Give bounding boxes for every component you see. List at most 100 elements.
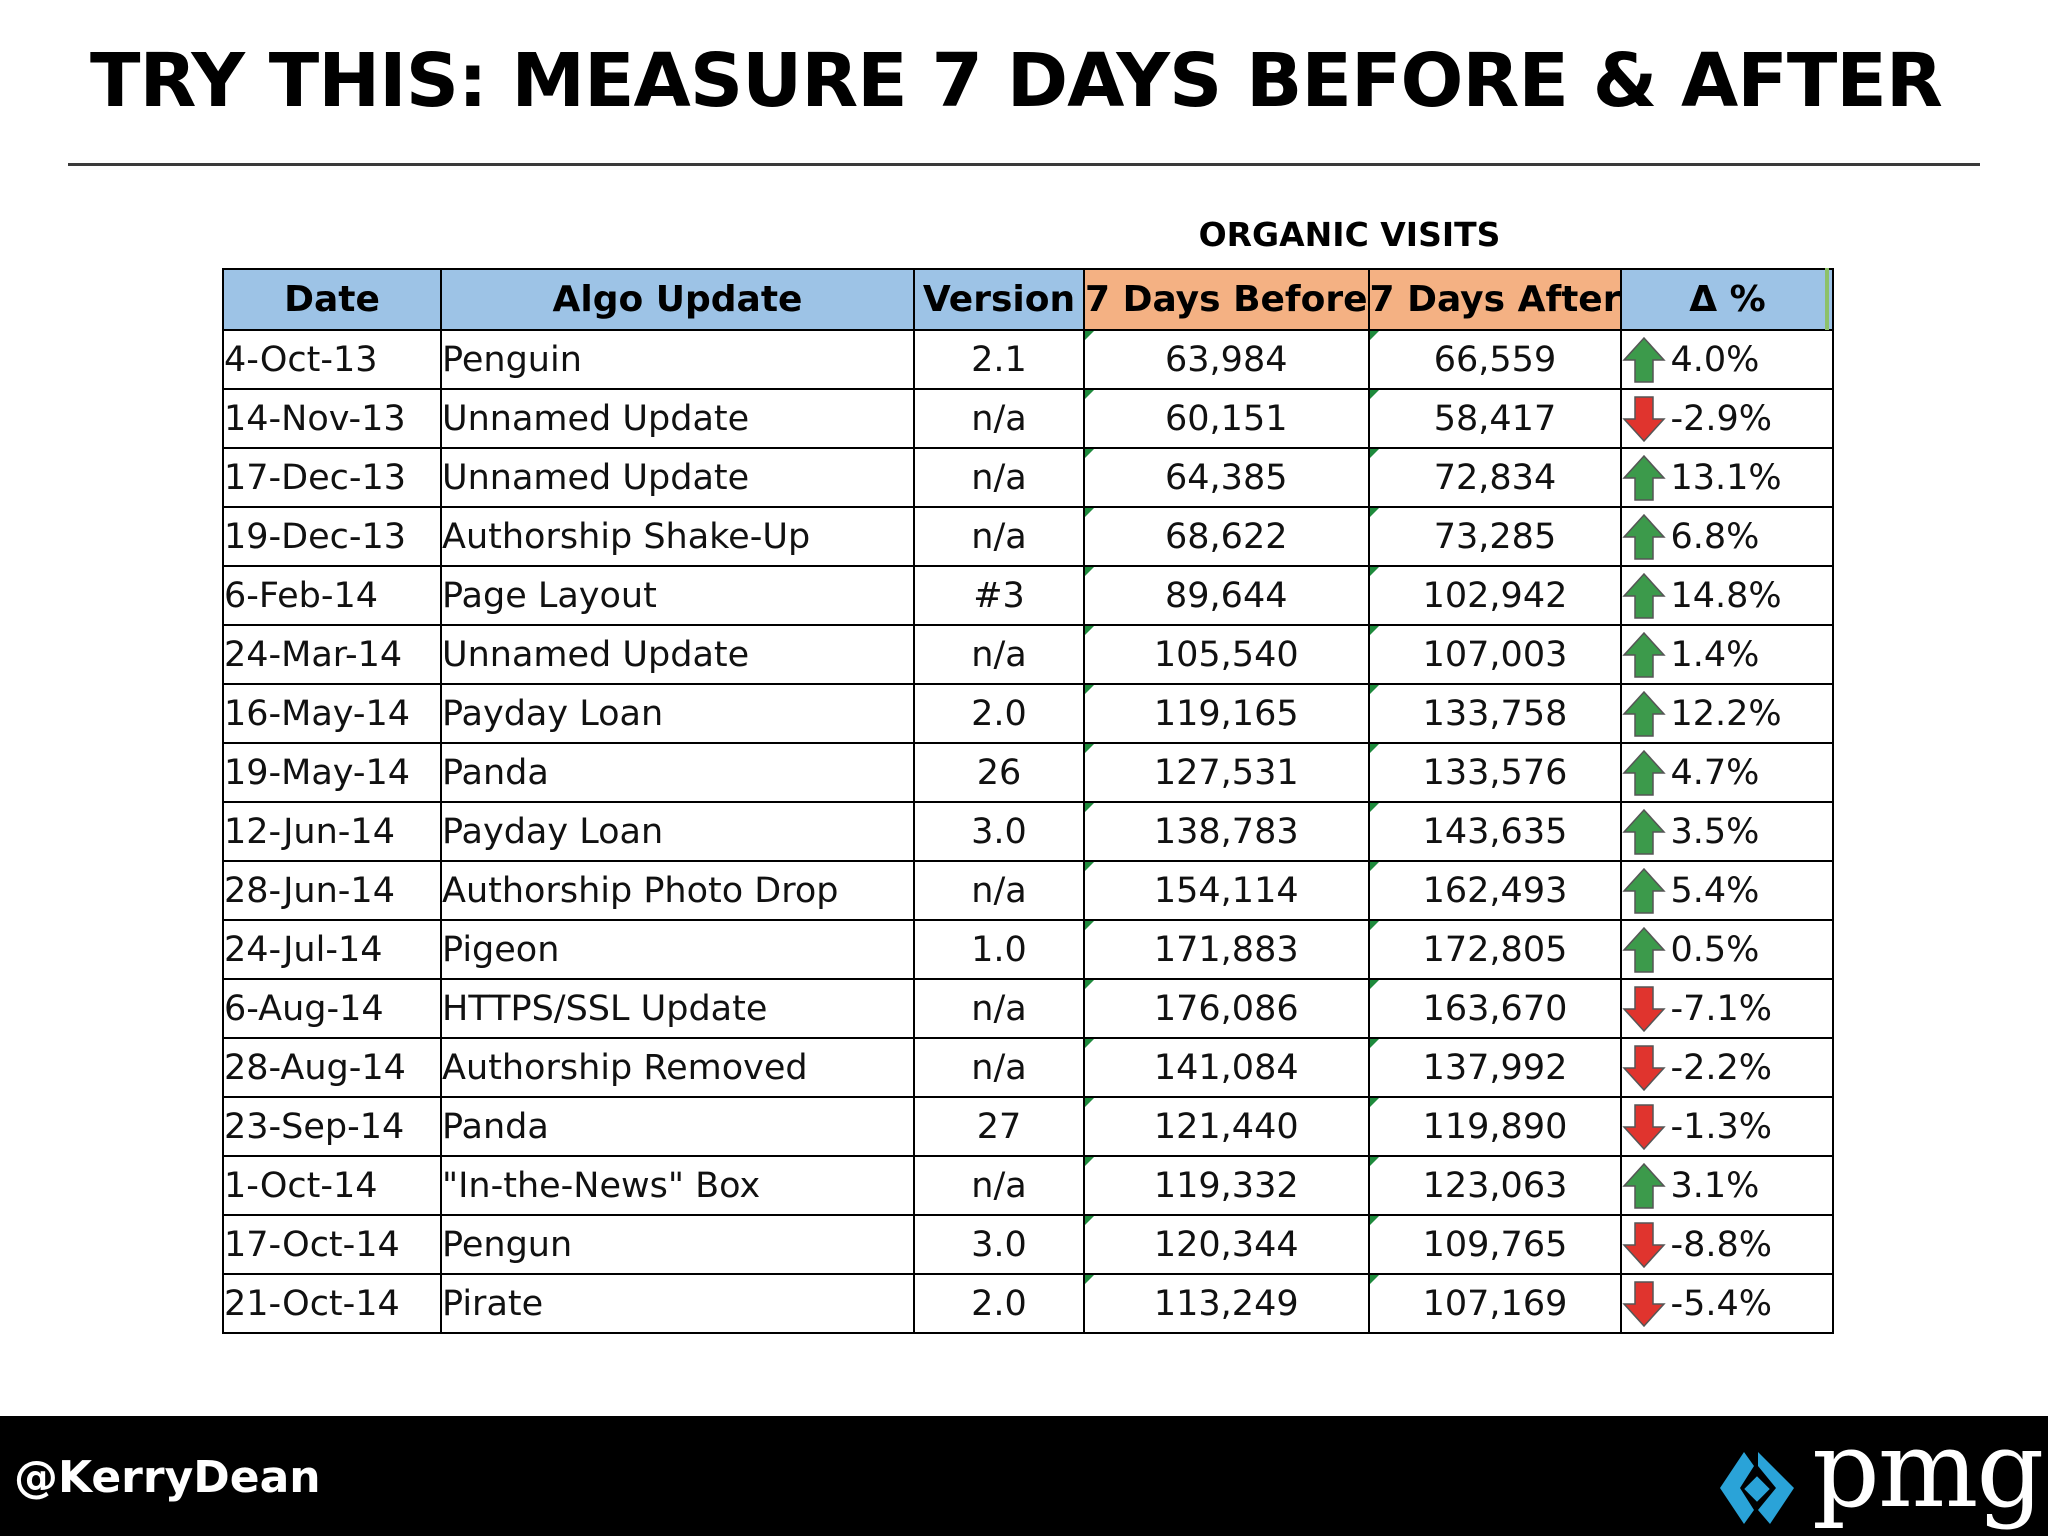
cell-delta-percent: 13.1% xyxy=(1620,447,1835,508)
cell-delta-percent: 3.5% xyxy=(1620,801,1835,862)
table-header-row: Date Algo Update Version 7 Days Before 7… xyxy=(222,268,1835,331)
cell-7-days-after: 172,805 xyxy=(1367,919,1623,980)
cell-version: n/a xyxy=(913,506,1085,567)
cell-date: 4-Oct-13 xyxy=(222,329,442,390)
delta-percent-value: 0.5% xyxy=(1670,929,1760,970)
cell-delta-percent: -2.2% xyxy=(1620,1037,1835,1098)
arrow-up-icon xyxy=(1623,454,1667,502)
cell-version: 2.1 xyxy=(913,329,1085,390)
cell-7-days-before: 119,332 xyxy=(1083,1155,1370,1216)
delta-percent-value: 4.7% xyxy=(1670,752,1760,793)
cell-7-days-after: 102,942 xyxy=(1367,565,1623,626)
cell-date: 17-Oct-14 xyxy=(222,1214,442,1275)
arrow-down-icon xyxy=(1623,1280,1667,1328)
cell-date: 24-Mar-14 xyxy=(222,624,442,685)
delta-percent-value: -2.9% xyxy=(1670,398,1773,439)
cell-7-days-before: 171,883 xyxy=(1083,919,1370,980)
arrow-down-icon xyxy=(1623,1044,1667,1092)
cell-delta-percent: 0.5% xyxy=(1620,919,1835,980)
cell-algo-update: Pirate xyxy=(440,1273,915,1334)
cell-algo-update: HTTPS/SSL Update xyxy=(440,978,915,1039)
cell-delta-percent: 1.4% xyxy=(1620,624,1835,685)
cell-7-days-before: 127,531 xyxy=(1083,742,1370,803)
cell-7-days-before: 89,644 xyxy=(1083,565,1370,626)
cell-version: 3.0 xyxy=(913,1214,1085,1275)
table-row: 17-Dec-13 Unnamed Update n/a 64,385 72,834 13… xyxy=(222,447,1835,508)
cell-delta-percent: -5.4% xyxy=(1620,1273,1835,1334)
cell-7-days-after: 143,635 xyxy=(1367,801,1623,862)
arrow-up-icon xyxy=(1623,513,1667,561)
delta-percent-value: 4.0% xyxy=(1670,339,1760,380)
table-row: 6-Feb-14 Page Layout #3 89,644 102,942 14.8% xyxy=(222,565,1835,626)
arrow-down-icon xyxy=(1623,1221,1667,1269)
cell-7-days-before: 121,440 xyxy=(1083,1096,1370,1157)
cell-date: 19-Dec-13 xyxy=(222,506,442,567)
cell-7-days-before: 63,984 xyxy=(1083,329,1370,390)
column-header-delta-percent: Δ % xyxy=(1620,268,1835,331)
cell-algo-update: Unnamed Update xyxy=(440,624,915,685)
cell-7-days-after: 72,834 xyxy=(1367,447,1623,508)
footer-bar: @KerryDean pmg xyxy=(0,1408,2048,1536)
cell-7-days-after: 58,417 xyxy=(1367,388,1623,449)
pmg-logo-mark-icon xyxy=(1720,1452,1794,1524)
cell-algo-update: Authorship Removed xyxy=(440,1037,915,1098)
cell-algo-update: Panda xyxy=(440,742,915,803)
cell-date: 14-Nov-13 xyxy=(222,388,442,449)
cell-algo-update: Penguin xyxy=(440,329,915,390)
table-row: 23-Sep-14 Panda 27 121,440 119,890 -1.3% xyxy=(222,1096,1835,1157)
delta-percent-value: 13.1% xyxy=(1670,457,1782,498)
cell-algo-update: Payday Loan xyxy=(440,801,915,862)
cell-algo-update: Pigeon xyxy=(440,919,915,980)
column-header-algo-update: Algo Update xyxy=(440,268,915,331)
cell-7-days-after: 109,765 xyxy=(1367,1214,1623,1275)
cell-date: 1-Oct-14 xyxy=(222,1155,442,1216)
delta-percent-value: 1.4% xyxy=(1670,634,1760,675)
cell-7-days-before: 68,622 xyxy=(1083,506,1370,567)
cell-7-days-after: 107,003 xyxy=(1367,624,1623,685)
cell-version: n/a xyxy=(913,388,1085,449)
table-row: 28-Jun-14 Authorship Photo Drop n/a 154,114… xyxy=(222,860,1835,921)
cell-algo-update: Panda xyxy=(440,1096,915,1157)
cell-delta-percent: 4.0% xyxy=(1620,329,1835,390)
cell-version: n/a xyxy=(913,447,1085,508)
cell-7-days-after: 73,285 xyxy=(1367,506,1623,567)
table-row: 17-Oct-14 Pengun 3.0 120,344 109,765 -8.8% xyxy=(222,1214,1835,1275)
cell-7-days-before: 138,783 xyxy=(1083,801,1370,862)
table-row: 1-Oct-14 "In-the-News" Box n/a 119,332 123,0… xyxy=(222,1155,1835,1216)
cell-date: 28-Aug-14 xyxy=(222,1037,442,1098)
cell-7-days-after: 163,670 xyxy=(1367,978,1623,1039)
column-header-version: Version xyxy=(913,268,1085,331)
cell-delta-percent: -1.3% xyxy=(1620,1096,1835,1157)
cell-date: 21-Oct-14 xyxy=(222,1273,442,1334)
cell-delta-percent: 5.4% xyxy=(1620,860,1835,921)
cell-date: 16-May-14 xyxy=(222,683,442,744)
cell-version: n/a xyxy=(913,1155,1085,1216)
cell-version: n/a xyxy=(913,860,1085,921)
cell-version: n/a xyxy=(913,1037,1085,1098)
cell-delta-percent: 14.8% xyxy=(1620,565,1835,626)
cell-delta-percent: -7.1% xyxy=(1620,978,1835,1039)
cell-version: 3.0 xyxy=(913,801,1085,862)
cell-7-days-after: 119,890 xyxy=(1367,1096,1623,1157)
cell-7-days-before: 154,114 xyxy=(1083,860,1370,921)
cell-delta-percent: -8.8% xyxy=(1620,1214,1835,1275)
slide-title: TRY THIS: MEASURE 7 DAYS BEFORE & AFTER xyxy=(90,38,1943,124)
arrow-up-icon xyxy=(1623,926,1667,974)
cell-version: 1.0 xyxy=(913,919,1085,980)
cell-7-days-before: 60,151 xyxy=(1083,388,1370,449)
cell-7-days-before: 141,084 xyxy=(1083,1037,1370,1098)
pmg-logo-text: pmg xyxy=(1812,1408,2044,1531)
table-row: 16-May-14 Payday Loan 2.0 119,165 133,758 12.… xyxy=(222,683,1835,744)
cell-7-days-after: 133,576 xyxy=(1367,742,1623,803)
table-row: 19-May-14 Panda 26 127,531 133,576 4.7% xyxy=(222,742,1835,803)
arrow-up-icon xyxy=(1623,749,1667,797)
cell-7-days-before: 105,540 xyxy=(1083,624,1370,685)
cell-date: 24-Jul-14 xyxy=(222,919,442,980)
arrow-up-icon xyxy=(1623,808,1667,856)
cell-date: 23-Sep-14 xyxy=(222,1096,442,1157)
cell-version: 26 xyxy=(913,742,1085,803)
column-header-7-days-after: 7 Days After xyxy=(1367,268,1623,331)
arrow-up-icon xyxy=(1623,631,1667,679)
column-header-date: Date xyxy=(222,268,442,331)
delta-percent-value: -7.1% xyxy=(1670,988,1773,1029)
